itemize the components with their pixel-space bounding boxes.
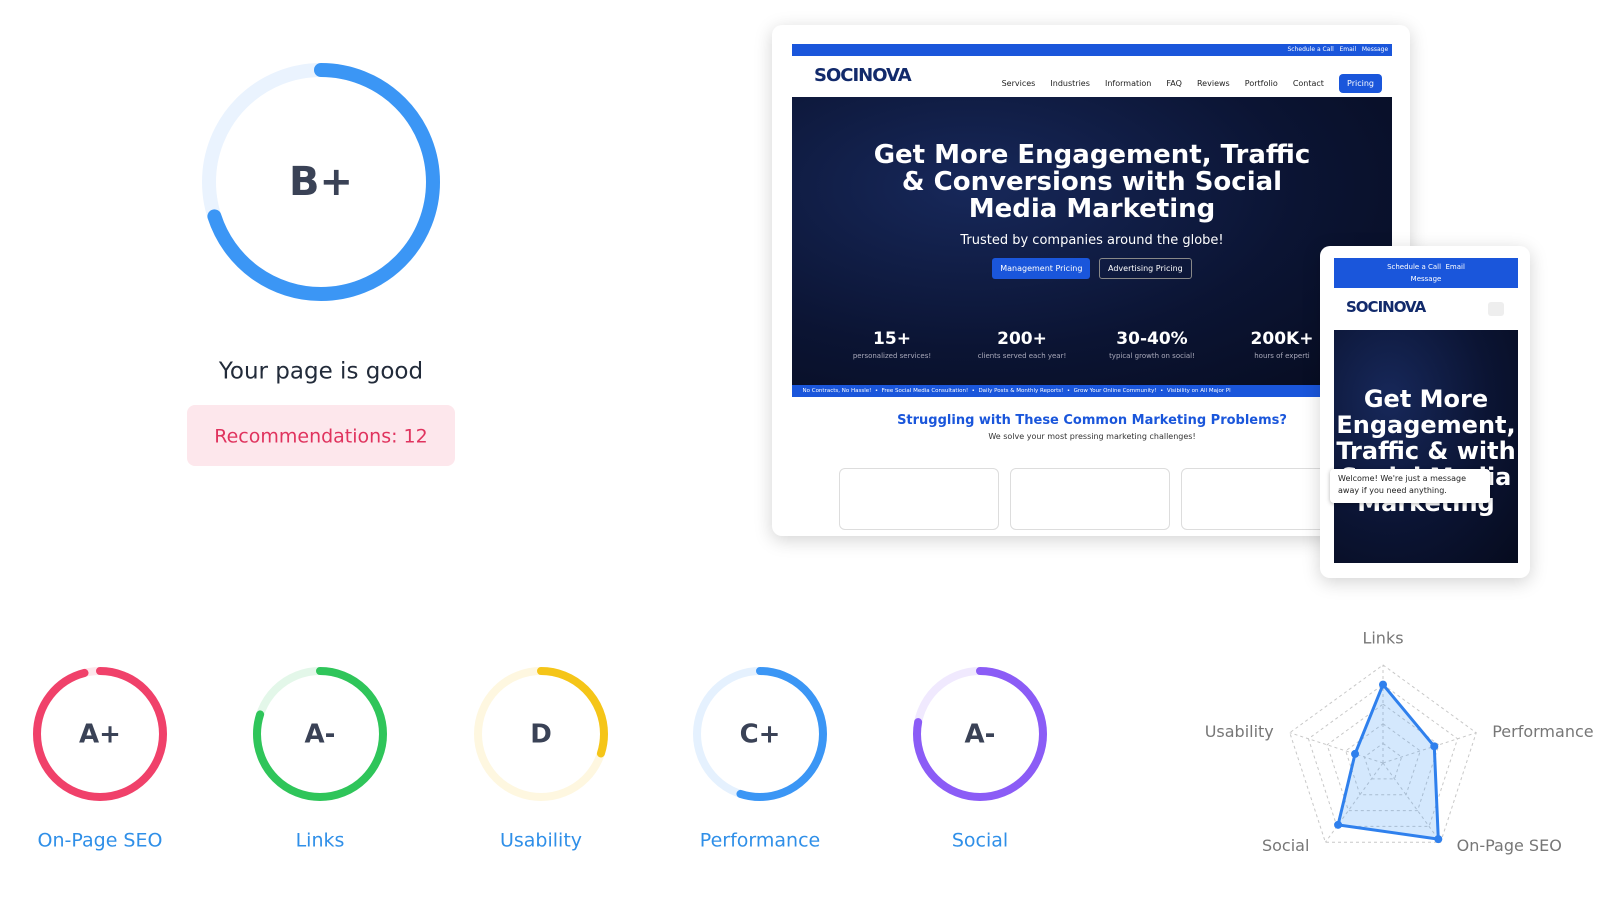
logo: SOCINOVA — [1346, 298, 1426, 316]
recommendations-box — [187, 405, 455, 466]
category-grade: C+ — [740, 720, 781, 750]
radar-spoke — [1382, 762, 1442, 843]
nav-item[interactable]: Information — [1104, 79, 1152, 88]
category-grade: A+ — [79, 720, 121, 750]
headline: Get More Engagement, Traffic & Conversio… — [873, 140, 1311, 224]
menu-icon[interactable] — [1488, 302, 1504, 316]
radar-spoke — [1289, 732, 1384, 764]
ticker: No Contracts, No Hassle! • Free Social M… — [792, 385, 1392, 397]
nav-button[interactable]: Pricing — [1339, 74, 1382, 93]
card — [1181, 468, 1341, 530]
section-title: Struggling with These Common Marketing P… — [897, 413, 1287, 428]
radar-ring — [1363, 742, 1403, 780]
stat-label: clients served each year! — [977, 352, 1067, 360]
top-link[interactable]: Message — [1361, 46, 1389, 53]
nav-item[interactable]: Services — [1001, 79, 1036, 88]
top-link[interactable]: Message — [1410, 275, 1442, 283]
card — [1010, 468, 1170, 530]
radar-label: Links — [1362, 629, 1403, 648]
stat-value: 30-40% — [1116, 329, 1188, 349]
radar-point — [1379, 680, 1387, 689]
gauge-arc — [693, 667, 827, 801]
top-bar: Schedule a Call Email Message — [792, 44, 1392, 56]
ticker-item: Visibility on All Major Pl — [1166, 388, 1231, 394]
radar-ring — [1326, 703, 1440, 812]
recommendations: Recommendations: 12 — [214, 426, 427, 448]
status: Your page is good — [218, 359, 423, 385]
gauge-arc — [474, 667, 608, 801]
hero: Get More Engagement, Traffic & Conversio… — [792, 97, 1392, 397]
hero-button[interactable]: Advertising Pricing — [1099, 258, 1192, 279]
radar-point — [1334, 820, 1343, 829]
ticker-item: Daily Posts & Monthly Reports! — [978, 388, 1064, 394]
section: Struggling with These Common Marketing P… — [792, 413, 1392, 441]
top-link[interactable]: Email — [1445, 263, 1465, 271]
radar-label: Usability — [1205, 722, 1274, 741]
radar-spoke — [1382, 732, 1477, 764]
category-name: Links — [296, 830, 345, 852]
ticker-item: Free Social Media Consultation! — [881, 388, 969, 394]
radar-spoke — [1324, 762, 1384, 843]
stat-label: personalized services! — [852, 352, 932, 360]
mobile-hero: Get More Engagement, Traffic & with Soci… — [1334, 330, 1518, 563]
desktop-preview: Schedule a Call Email Message SOCINOVA S… — [772, 25, 1410, 536]
radar-ring — [1345, 723, 1421, 796]
nav-item[interactable]: Reviews — [1196, 79, 1230, 88]
category-grade: A- — [965, 720, 996, 750]
radar-area — [1336, 683, 1440, 841]
category-grade: D — [530, 720, 552, 750]
radar-ring — [1289, 664, 1477, 843]
subheadline: Trusted by companies around the globe! — [960, 233, 1224, 248]
section-subtitle: We solve your most pressing marketing ch… — [988, 432, 1196, 441]
card — [839, 468, 999, 530]
nav-item[interactable]: Portfolio — [1244, 79, 1278, 88]
hero-button[interactable]: Management Pricing — [992, 258, 1091, 279]
stat-label: hours of experti — [1254, 352, 1310, 360]
stats: 15+ personalized services! 200+ clients se… — [792, 329, 1392, 369]
nav-item[interactable]: FAQ — [1166, 79, 1182, 88]
radar-ring — [1307, 683, 1459, 827]
category-name: On-Page SEO — [38, 830, 163, 852]
logo: SOCINOVA — [814, 65, 912, 86]
radar-point — [1430, 742, 1439, 751]
radar-point — [1434, 835, 1443, 844]
mobile-preview: Schedule a Call Email Message SOCINOVA G… — [1320, 246, 1530, 578]
mobile-top-bar: Schedule a Call Email Message — [1334, 258, 1518, 288]
radar-label: Performance — [1492, 722, 1593, 741]
radar-label: On-Page SEO — [1457, 836, 1562, 855]
nav-item[interactable]: Industries — [1050, 79, 1090, 88]
gauge-arc — [253, 667, 387, 801]
category-grade: A- — [305, 720, 336, 750]
radar-label: Social — [1262, 836, 1309, 855]
top-link[interactable]: Schedule a Call — [1287, 46, 1334, 53]
gauge-arc — [913, 667, 1047, 801]
gauge-arc — [202, 63, 440, 301]
stat-value: 15+ — [873, 329, 911, 349]
category-name: Usability — [500, 830, 582, 852]
top-link[interactable]: Email — [1339, 46, 1357, 53]
category-name: Social — [952, 830, 1008, 852]
stat-label: typical growth on social! — [1109, 352, 1195, 360]
stat-value: 200+ — [997, 329, 1047, 349]
stat-value: 200K+ — [1250, 329, 1314, 349]
cards — [839, 468, 1359, 530]
ticker-item: No Contracts, No Hassle! — [802, 388, 872, 394]
ticker-item: Grow Your Online Community! — [1073, 388, 1157, 394]
gauge-arc — [33, 667, 167, 801]
top-link[interactable]: Schedule a Call — [1387, 263, 1442, 271]
overall-grade: B+ — [289, 159, 353, 205]
chat-bubble[interactable]: Welcome! We're just a message away if yo… — [1330, 469, 1490, 503]
category-name: Performance — [700, 830, 820, 852]
nav-item[interactable]: Contact — [1292, 79, 1324, 88]
nav: Services Industries Information FAQ Revi… — [972, 71, 1382, 93]
radar-point — [1351, 749, 1360, 758]
